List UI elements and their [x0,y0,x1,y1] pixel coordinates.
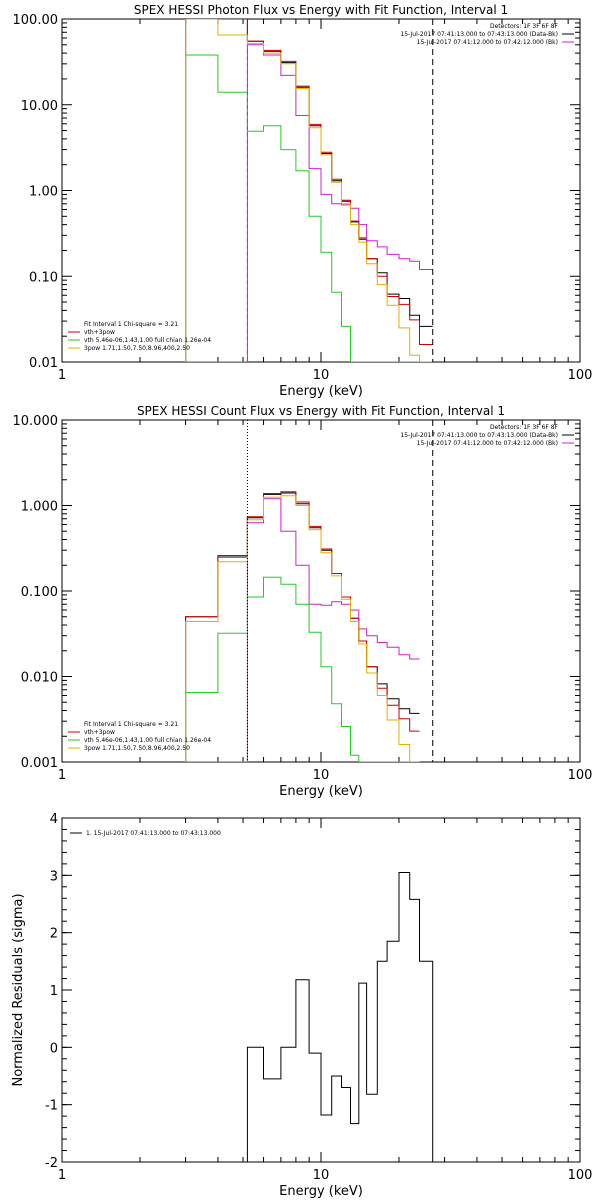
info-bottom-line: 3pow 1.71,1.50,7.50,8.96,400,2.50 [84,345,190,352]
info-top-line: 15-Jul-2017 07:41:12.000 to 07:42:12.000… [417,440,558,447]
y-tick-label: 2 [50,927,58,942]
x-tick-label: 10 [313,368,330,383]
x-tick-label: 10 [313,768,330,783]
plot-frame [61,419,581,763]
y-tick-label: -2 [45,1156,58,1171]
series-line-3 [185,44,433,362]
x-tick-label: 1 [58,368,66,383]
info-bottom-line: vth 5.46e-06,1.43,1.00 full chian 1.26e-… [84,737,211,744]
y-tick-label: 0 [50,1041,58,1056]
info-top-line: 15-Jul-2017 07:41:13.000 to 07:43:13.000… [400,31,558,38]
info-bottom-line: vth+3pow [84,329,115,336]
y-tick-label: 0.01 [29,356,58,371]
x-axis-label: Energy (keV) [279,784,363,799]
info-top-line: Detectors: 1F 3F 6F 8F [490,23,559,30]
residual-step-line [246,872,434,1162]
y-tick-label: 1.000 [21,500,58,515]
y-tick-label: 100.00 [13,13,59,28]
chart-title: SPEX HESSI Photon Flux vs Energy with Fi… [134,3,508,17]
info-bottom-line: vth+3pow [84,729,115,736]
panel-1: SPEX HESSI Photon Flux vs Energy with Fi… [13,3,593,399]
plot-area [246,872,434,1162]
y-tick-label: -1 [45,1099,58,1114]
info-top-line: 15-Jul-2017 07:41:12.000 to 07:42:12.000… [417,39,558,46]
y-tick-label: 0.10 [29,270,58,285]
x-tick-label: 1 [58,1168,66,1183]
x-axis-label: Energy (keV) [279,384,363,399]
y-tick-label: 0.010 [21,671,58,686]
series-line-4 [185,54,433,362]
y-tick-label: 10.00 [21,99,58,114]
series-line-3 [185,498,420,762]
panel-3: 1 10 100 Energy (keV) -2 -1 0 1 2 3 4 Normalized Re… [11,812,592,1199]
plot-area [185,420,434,762]
plot-area [185,19,434,362]
info-bottom-line: vth 5.46e-06,1.43,1.00 full chian 1.26e-… [84,337,211,344]
series-line-2 [185,491,420,762]
x-tick-label: 100 [568,768,593,783]
legend-entry: 1. 15-Jul-2017 07:41:13.000 to 07:43:13.… [86,830,221,837]
info-bottom-line: Fit Interval 1 Chi-square = 3.21 [84,721,178,728]
series-line-4 [185,576,420,762]
y-axis-label: Normalized Residuals (sigma) [11,893,26,1086]
chart-title: SPEX HESSI Count Flux vs Energy with Fit… [137,404,505,418]
y-tick-label: 0.100 [21,585,58,600]
y-tick-label: 3 [50,869,58,884]
info-top-line: Detectors: 1F 3F 6F 8F [490,424,559,431]
y-tick-label: 0.001 [21,756,58,771]
info-bottom-line: Fit Interval 1 Chi-square = 3.21 [84,321,178,328]
x-axis-label: Energy (keV) [279,1184,363,1199]
x-tick-label: 10 [313,1168,330,1183]
info-bottom-line: 3pow 1.71,1.50,7.50,8.96,400,2.50 [84,745,190,752]
series-line-5 [185,495,420,762]
series-line-5 [185,19,433,362]
series-line-1 [185,492,420,762]
y-tick-label: 1 [50,984,58,999]
y-tick-label: 4 [50,812,58,827]
panel-2: SPEX HESSI Count Flux vs Energy with Fit… [13,404,593,799]
y-tick-label: 10.000 [13,414,59,429]
x-tick-label: 1 [58,768,66,783]
y-tick-label: 1.00 [29,185,58,200]
x-tick-label: 100 [568,1168,593,1183]
info-top-line: 15-Jul-2017 07:41:13.000 to 07:43:13.000… [400,432,558,439]
x-tick-label: 100 [568,368,593,383]
